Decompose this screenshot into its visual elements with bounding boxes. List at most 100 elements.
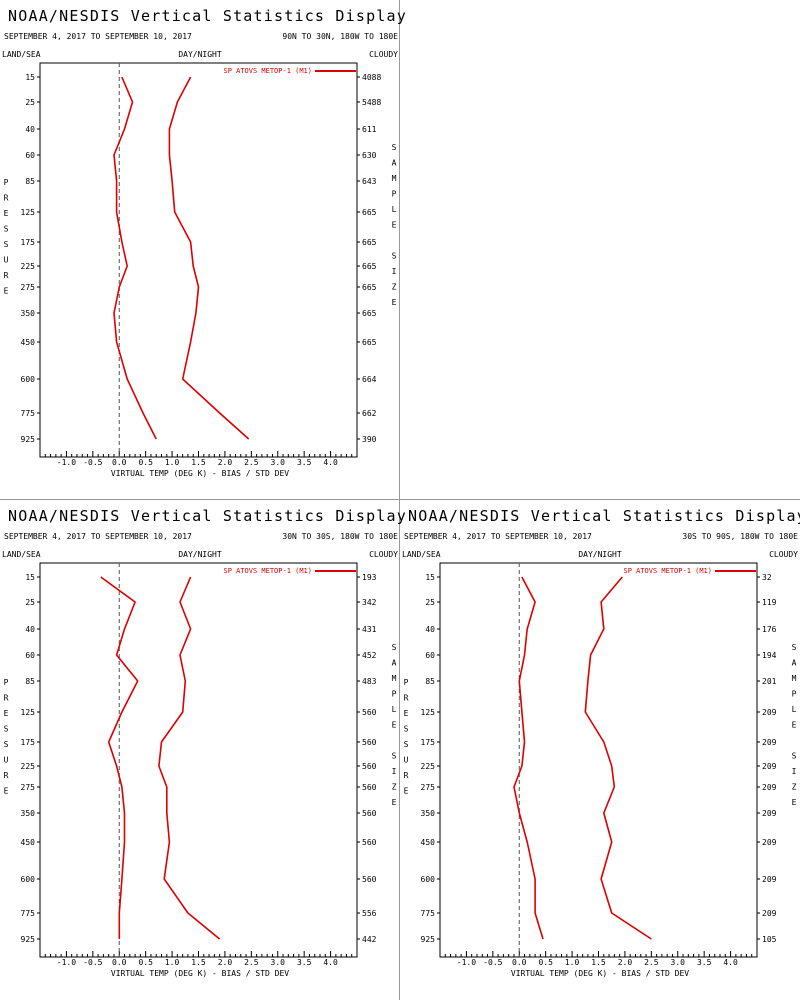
pressure-level-label: 15	[25, 73, 35, 82]
pressure-level-label: 775	[21, 909, 36, 918]
chart-title: NOAA/NESDIS Vertical Statistics Display	[8, 507, 407, 525]
sample-size-label: 209	[762, 762, 777, 771]
sample-size-label: 193	[362, 573, 377, 582]
sample-size-vertical-letter: M	[392, 174, 397, 183]
sample-size-label: 209	[762, 838, 777, 847]
pressure-level-label: 225	[21, 262, 36, 271]
sample-size-label: 209	[762, 783, 777, 792]
sample-size-label: 342	[362, 598, 377, 607]
pressure-level-label: 275	[21, 783, 36, 792]
cloudy-label: CLOUDY	[769, 550, 798, 559]
pressure-level-label: 15	[425, 573, 435, 582]
pressure-vertical-letter: E	[4, 709, 9, 718]
pressure-level-label: 275	[21, 283, 36, 292]
pressure-level-label: 60	[425, 651, 435, 660]
x-tick-label: 2.0	[218, 958, 233, 967]
sample-size-label: 560	[362, 762, 377, 771]
pressure-level-label: 40	[25, 625, 35, 634]
pressure-level-label: 40	[425, 625, 435, 634]
land-sea-label: LAND/SEA	[2, 50, 41, 59]
pressure-vertical-letter: R	[404, 694, 409, 703]
sample-size-vertical-letter: S	[392, 143, 397, 152]
pressure-level-label: 25	[425, 598, 435, 607]
sample-size-vertical-letter: L	[392, 705, 397, 714]
pressure-vertical-letter: R	[4, 194, 9, 203]
sample-size-vertical-letter: E	[392, 798, 397, 807]
pressure-level-label: 350	[21, 809, 36, 818]
sample-size-vertical-letter: P	[792, 690, 797, 699]
x-tick-label: 1.0	[165, 958, 180, 967]
sample-size-label: 665	[362, 262, 377, 271]
x-tick-label: 3.5	[297, 958, 312, 967]
x-tick-label: 4.0	[323, 458, 338, 467]
pressure-level-label: 25	[25, 98, 35, 107]
x-tick-label: 3.5	[697, 958, 712, 967]
x-tick-label: 2.5	[644, 958, 659, 967]
x-axis-label: VIRTUAL TEMP (DEG K) - BIAS / STD DEV	[511, 969, 689, 978]
series-line-std-dev	[168, 76, 250, 440]
pressure-vertical-letter: U	[4, 256, 9, 265]
sample-size-label: 209	[762, 875, 777, 884]
sample-size-label: 431	[362, 625, 377, 634]
chart-panel-1: NOAA/NESDIS Vertical Statistics Display S…	[2, 7, 407, 478]
sample-size-vertical-letter: A	[392, 659, 397, 668]
series-line-bias	[100, 576, 139, 939]
pressure-level-label: 225	[421, 762, 436, 771]
x-axis-label: VIRTUAL TEMP (DEG K) - BIAS / STD DEV	[111, 969, 289, 978]
sample-size-vertical-letter: S	[792, 643, 797, 652]
sample-size-vertical-letter: E	[392, 721, 397, 730]
x-tick-label: 3.0	[271, 458, 286, 467]
pressure-level-label: 125	[421, 708, 436, 717]
pressure-vertical-letter: S	[4, 740, 9, 749]
pressure-level-label: 925	[421, 935, 436, 944]
x-tick-label: 2.0	[218, 458, 233, 467]
sample-size-label: 611	[362, 125, 377, 134]
pressure-level-label: 450	[21, 338, 36, 347]
sample-size-label: 665	[362, 208, 377, 217]
pressure-vertical-letter: S	[4, 225, 9, 234]
x-tick-label: 1.5	[191, 458, 206, 467]
pressure-level-label: 85	[425, 677, 435, 686]
sample-size-vertical-letter: L	[792, 705, 797, 714]
pressure-level-label: 60	[25, 651, 35, 660]
sample-size-label: 194	[762, 651, 777, 660]
pressure-level-label: 175	[21, 738, 36, 747]
pressure-level-label: 125	[21, 708, 36, 717]
x-tick-label: 3.5	[297, 458, 312, 467]
x-tick-label: 2.0	[618, 958, 633, 967]
sample-size-label: 176	[762, 625, 777, 634]
pressure-vertical-letter: E	[404, 709, 409, 718]
sample-size-vertical-letter: A	[392, 159, 397, 168]
sample-size-label: 560	[362, 708, 377, 717]
x-tick-label: 0.5	[538, 958, 553, 967]
x-tick-label: -1.0	[457, 958, 476, 967]
sample-size-label: 662	[362, 409, 377, 418]
sample-size-vertical-letter: L	[392, 205, 397, 214]
pressure-level-label: 925	[21, 435, 36, 444]
sample-size-vertical-letter: S	[392, 252, 397, 261]
plot-frame	[439, 562, 758, 958]
sample-size-label: 560	[362, 875, 377, 884]
x-tick-label: 3.0	[671, 958, 686, 967]
pressure-level-label: 15	[25, 573, 35, 582]
x-tick-label: -0.5	[83, 458, 102, 467]
x-tick-label: 0.0	[112, 458, 127, 467]
pressure-vertical-letter: E	[4, 209, 9, 218]
sample-size-vertical-letter: P	[392, 190, 397, 199]
sample-size-vertical-letter: E	[392, 298, 397, 307]
series-line-bias	[513, 576, 544, 940]
region-label: 90N TO 30N, 180W TO 180E	[282, 32, 398, 41]
chart-title: NOAA/NESDIS Vertical Statistics Display	[8, 7, 407, 25]
sample-size-vertical-letter: S	[792, 752, 797, 761]
sample-size-vertical-letter: S	[392, 643, 397, 652]
x-tick-label: 1.0	[165, 458, 180, 467]
pressure-level-label: 600	[21, 875, 36, 884]
sample-size-label: 560	[362, 783, 377, 792]
land-sea-label: LAND/SEA	[402, 550, 441, 559]
pressure-vertical-letter: E	[4, 787, 9, 796]
pressure-vertical-letter: R	[4, 271, 9, 280]
sample-size-label: 4088	[362, 73, 381, 82]
x-tick-label: 1.5	[191, 958, 206, 967]
